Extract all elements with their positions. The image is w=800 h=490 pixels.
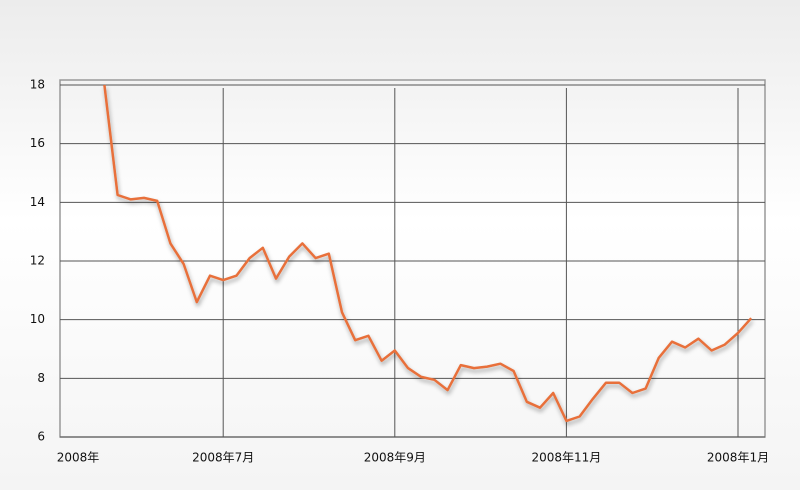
- y-tick-label: 16: [30, 136, 45, 150]
- y-tick-label: 14: [30, 195, 45, 209]
- y-tick-label: 6: [37, 430, 45, 444]
- x-tick-label: 2008年7月: [192, 451, 254, 465]
- y-tick-label: 12: [30, 254, 45, 268]
- x-tick-label: 2008年11月: [531, 451, 601, 465]
- x-tick-label: 2008年1月: [707, 451, 769, 465]
- plot-frame: [59, 79, 766, 438]
- data-line: [103, 84, 753, 423]
- x-tick-label: 2008年9月: [364, 451, 426, 465]
- y-tick-label: 18: [30, 78, 45, 92]
- x-tick-label: 2008年: [57, 451, 100, 465]
- y-tick-label: 10: [30, 312, 45, 326]
- y-tick-label: 8: [37, 371, 45, 385]
